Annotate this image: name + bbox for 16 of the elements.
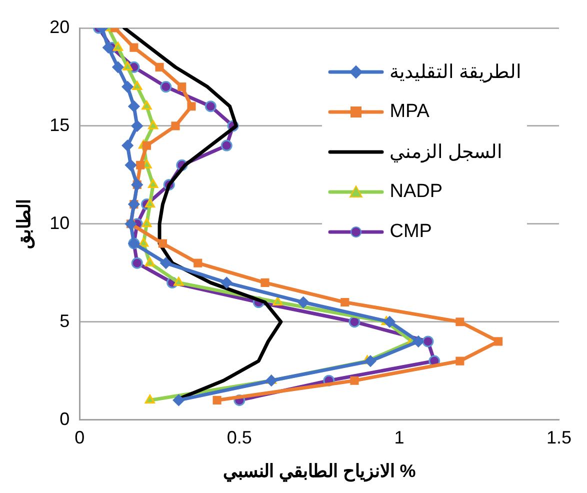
y-tick-label: 0 — [60, 408, 70, 429]
legend-label: السجل الزمني — [390, 141, 502, 164]
y-tick-label: 10 — [50, 212, 70, 233]
legend-label: MPA — [390, 101, 430, 123]
x-tick-label: 1 — [394, 428, 404, 448]
y-tick-label: 5 — [60, 310, 70, 331]
y-axis-title: الطابق — [14, 198, 35, 249]
legend-label: الطريقة التقليدية — [390, 61, 521, 84]
x-tick-label: 0.5 — [226, 428, 252, 448]
legend-label: NADP — [390, 181, 443, 203]
y-tick-label: 15 — [50, 114, 70, 135]
x-tick-label: 1.5 — [546, 428, 572, 448]
x-tick-label: 0 — [74, 428, 85, 448]
legend-label: CMP — [390, 221, 432, 243]
x-axis-title: الانزياح الطابقي النسبي % — [222, 461, 416, 482]
y-tick-label: 20 — [50, 16, 70, 37]
